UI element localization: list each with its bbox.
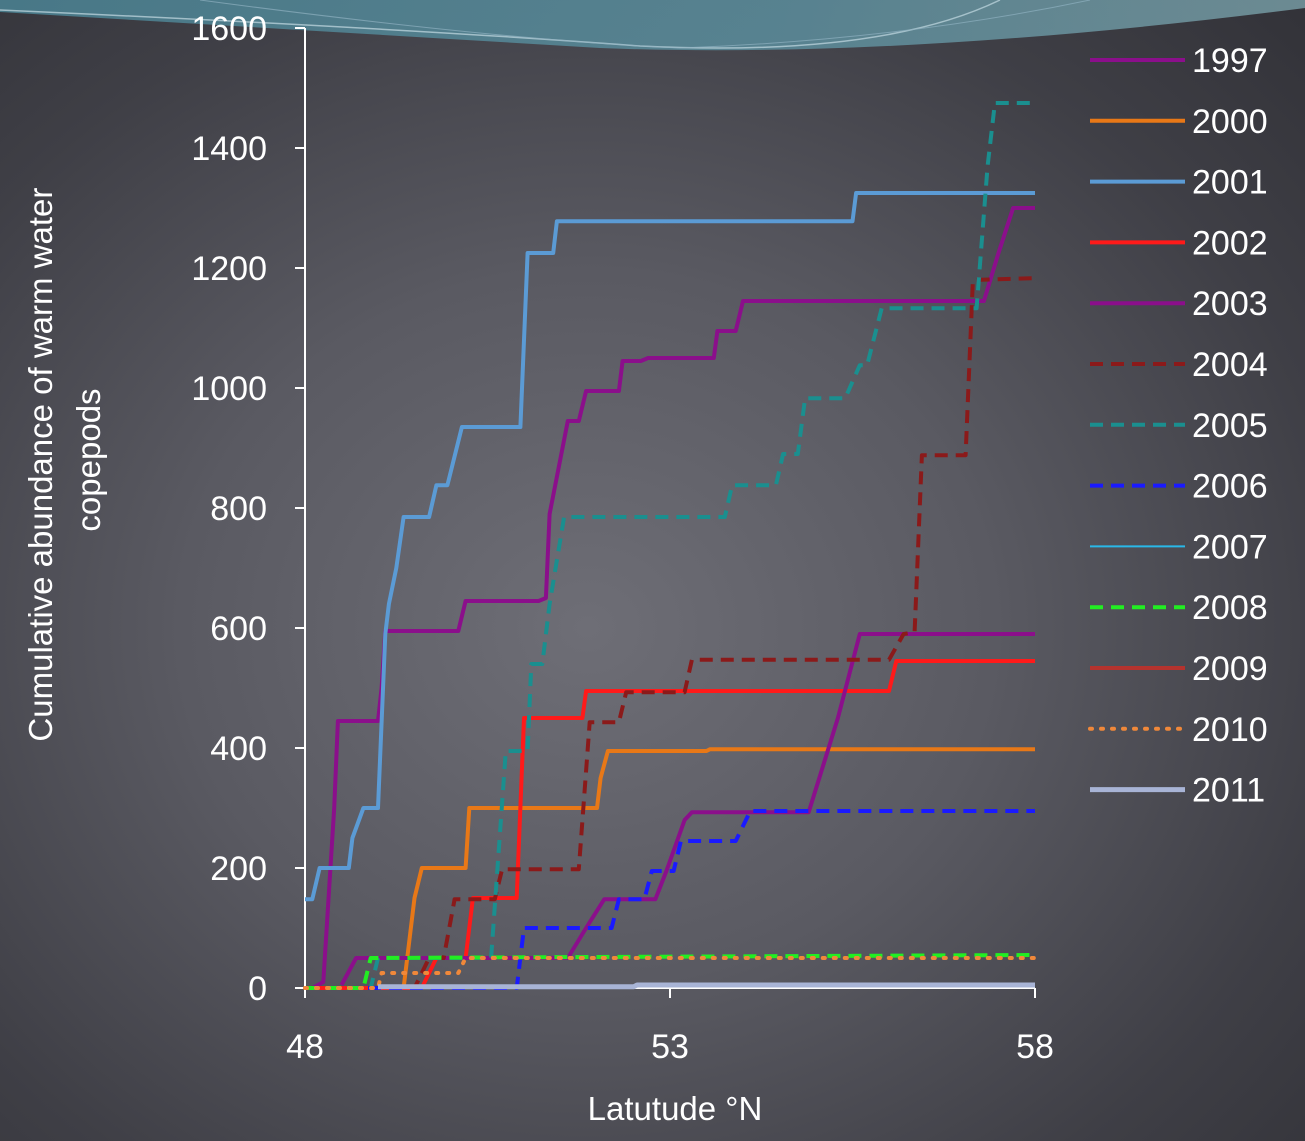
y-tick-label: 200 (210, 850, 267, 888)
series-line-2001 (305, 191, 1035, 902)
series-line-2006 (305, 809, 1035, 990)
legend-label-2001: 2001 (1192, 164, 1268, 202)
series-line-2002 (305, 659, 1035, 990)
header-swoosh-decoration (0, 0, 1305, 51)
x-tick-label: 58 (1016, 1028, 1054, 1066)
y-tick-label: 0 (248, 970, 267, 1008)
series-line-2010 (303, 956, 1037, 990)
legend-label-2002: 2002 (1192, 224, 1268, 262)
series-line-2011 (378, 982, 1035, 990)
series-line-2003 (339, 632, 1035, 986)
legend-label-2004: 2004 (1192, 346, 1268, 384)
y-tick-label: 600 (210, 610, 267, 648)
legend-label-2011: 2011 (1192, 772, 1265, 810)
y-tick-label: 1200 (191, 250, 267, 288)
x-axis-title: Latutude °N (588, 1090, 763, 1127)
legend-label-2000: 2000 (1192, 103, 1268, 141)
series-line-1997 (311, 206, 1035, 990)
x-tick-label: 48 (286, 1028, 324, 1066)
legend-label-2007: 2007 (1192, 528, 1268, 566)
y-axis-title-line-1: Cumulative abundance of warm water (22, 188, 59, 742)
legend-label-2006: 2006 (1192, 468, 1268, 506)
y-tick-label: 800 (210, 490, 267, 528)
y-tick-label: 400 (210, 730, 267, 768)
y-axis-title: Cumulative abundance of warm water copep… (22, 178, 107, 741)
legend-label-2010: 2010 (1192, 711, 1268, 749)
legend-label-2005: 2005 (1192, 407, 1268, 445)
legend: 1997 2000 2001 2002 2003 2004 2005 2006 2007 2008… (1088, 42, 1268, 810)
series-line-2000 (305, 747, 1035, 990)
x-axis: 48 53 58 (286, 987, 1054, 1066)
legend-label-2003: 2003 (1192, 285, 1268, 323)
y-axis-title-line-2: copepods (70, 388, 107, 531)
legend-label-2008: 2008 (1192, 589, 1268, 627)
y-tick-label: 1600 (191, 10, 267, 48)
legend-label-2009: 2009 (1192, 650, 1268, 688)
y-tick-label: 1400 (191, 130, 267, 168)
y-axis: 0 200 400 600 800 1000 1200 1400 1600 (191, 10, 306, 1008)
series-line-2004 (305, 276, 1036, 990)
series-layer (303, 101, 1037, 990)
legend-label-1997: 1997 (1192, 42, 1268, 80)
y-tick-label: 1000 (191, 370, 267, 408)
x-tick-label: 53 (651, 1028, 689, 1066)
